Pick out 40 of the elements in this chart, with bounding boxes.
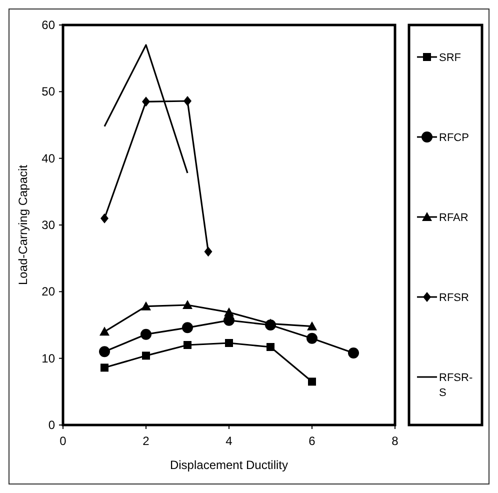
y-tick-label: 20 — [42, 284, 56, 299]
y-tick-label: 10 — [42, 351, 56, 366]
legend-label: SRF — [439, 52, 462, 64]
point — [266, 343, 274, 351]
point — [100, 364, 108, 372]
point — [182, 300, 192, 309]
point — [184, 96, 192, 106]
point — [348, 348, 359, 358]
y-tick-label: 60 — [42, 18, 56, 32]
y-tick-label: 30 — [42, 218, 56, 232]
point — [140, 328, 152, 340]
point — [224, 307, 234, 316]
point — [306, 332, 318, 344]
point — [99, 346, 110, 358]
y-tick-label: 0 — [48, 418, 56, 432]
legend-label: RFSR-S — [439, 372, 473, 399]
point — [307, 321, 317, 330]
point — [182, 322, 193, 334]
point — [141, 301, 151, 310]
point — [100, 213, 108, 224]
x-tick-label: 2 — [142, 434, 150, 448]
point — [142, 96, 150, 107]
point — [308, 378, 316, 386]
y-axis-title: Load-Carrying Capacit — [16, 164, 30, 286]
y-tick-label: 40 — [42, 151, 56, 166]
legend-label: RFCP — [439, 132, 469, 144]
x-tick-label: 0 — [60, 434, 67, 448]
x-tick-label: 8 — [392, 434, 399, 448]
point — [204, 246, 212, 257]
x-axis-title: Displacement Ductility — [170, 458, 288, 472]
x-tick-label: 6 — [308, 434, 316, 448]
legend-label: RFAR — [439, 212, 468, 224]
y-tick-label: 50 — [42, 84, 56, 99]
point — [184, 341, 192, 349]
point — [100, 326, 110, 336]
point — [224, 314, 234, 326]
point — [142, 352, 150, 360]
x-tick-label: 4 — [226, 434, 233, 448]
point — [225, 339, 233, 347]
legend-label: RFSR — [439, 292, 469, 304]
